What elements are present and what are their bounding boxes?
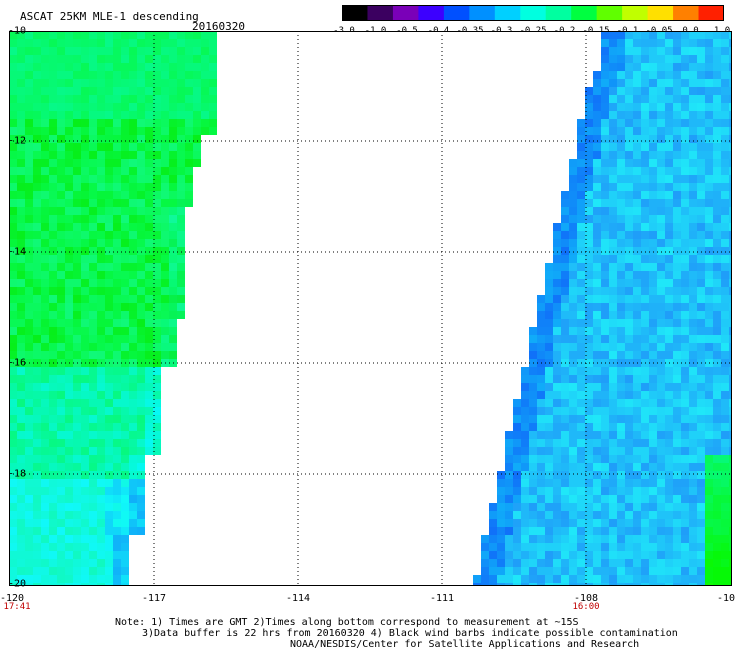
map-date: 20160320 (192, 20, 245, 33)
lon-label: -117 (141, 593, 167, 604)
color-scale-bar (342, 5, 724, 21)
note-line-3: NOAA/NESDIS/Center for Satellite Applica… (290, 639, 640, 650)
lat-label: -14 (8, 246, 27, 258)
color-scale-segment (622, 5, 649, 21)
note-line-1: Note: 1) Times are GMT 2)Times along bot… (115, 617, 579, 628)
lon-label: -111 (429, 593, 455, 604)
color-scale-segment (418, 5, 445, 21)
map-frame (9, 31, 732, 586)
lon-label: -114 (285, 593, 311, 604)
lat-label: -18 (8, 468, 27, 480)
color-scale-segment (520, 5, 547, 21)
color-scale-segment (647, 5, 674, 21)
lon-label: -10 (716, 593, 736, 604)
lat-lon-grid (9, 31, 732, 586)
lat-label: -16 (8, 357, 27, 369)
color-scale-segment (443, 5, 470, 21)
note-line-2: 3)Data buffer is 22 hrs from 20160320 4)… (142, 628, 678, 639)
color-scale-segment (469, 5, 496, 21)
lat-label: -20 (8, 578, 27, 590)
swath-left (9, 31, 217, 586)
lon-label: -120 (0, 593, 25, 604)
lat-label: -10 (8, 25, 27, 37)
time-left: 17:41 (3, 602, 31, 612)
color-scale-segment (571, 5, 598, 21)
swath-map (9, 31, 732, 586)
lat-label: -12 (8, 135, 27, 147)
swath-right (473, 31, 732, 586)
color-scale-segment (494, 5, 521, 21)
color-scale-segment (698, 5, 724, 21)
color-scale-segment (367, 5, 394, 21)
map-title: ASCAT 25KM MLE-1 descending (20, 10, 199, 23)
color-scale-segment (342, 5, 369, 21)
color-scale-segment (545, 5, 572, 21)
lon-label: -108 (573, 593, 599, 604)
time-right: 16:00 (572, 602, 600, 612)
color-scale-segment (596, 5, 623, 21)
color-scale-segment (392, 5, 419, 21)
color-scale-segment (673, 5, 700, 21)
